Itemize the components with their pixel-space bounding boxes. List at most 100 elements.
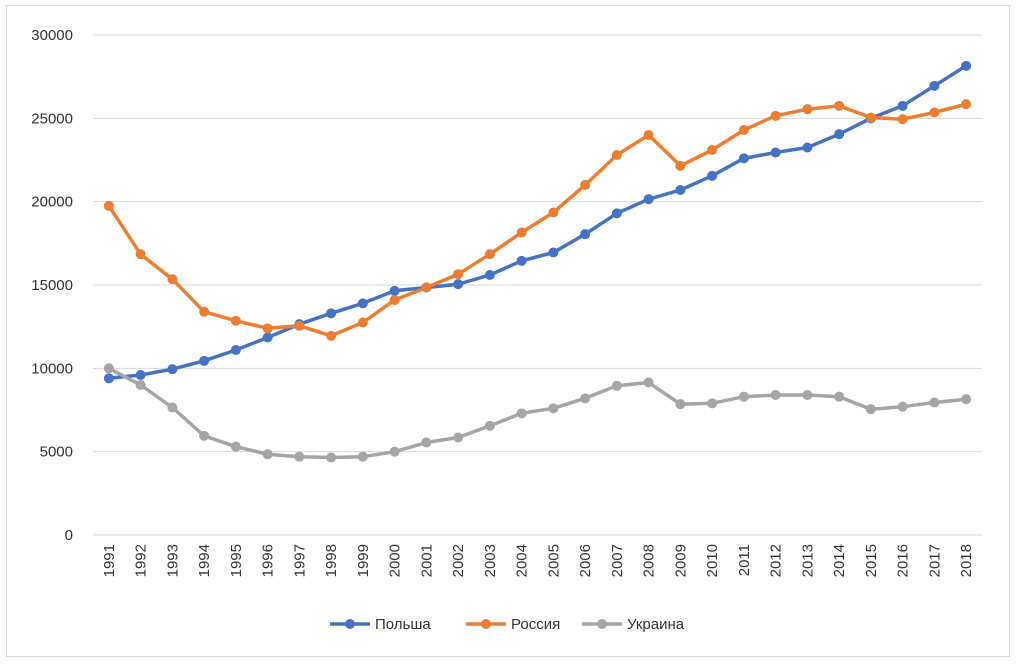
data-point <box>135 249 146 260</box>
data-point <box>865 404 876 415</box>
y-tick-label: 25000 <box>31 110 73 127</box>
data-point <box>262 332 273 343</box>
data-point <box>643 194 654 205</box>
data-point <box>389 446 400 457</box>
legend-swatch-marker <box>597 619 607 629</box>
data-point <box>230 345 241 355</box>
legend-label: Польша <box>375 616 431 633</box>
series-points <box>103 60 972 463</box>
data-point <box>199 306 210 317</box>
chart-frame <box>6 5 1010 657</box>
data-point <box>103 373 114 384</box>
y-tick-label: 10000 <box>31 360 73 377</box>
data-point <box>199 355 210 366</box>
legend-swatch-marker <box>345 619 355 629</box>
data-point <box>675 399 686 410</box>
data-point <box>834 129 845 140</box>
x-tick-label: 2007 <box>609 544 626 577</box>
x-tick-label: 2009 <box>672 544 689 577</box>
x-tick-label: 2012 <box>768 544 785 577</box>
data-point <box>167 364 178 375</box>
data-point <box>929 397 940 408</box>
x-tick-label: 1997 <box>291 544 308 577</box>
data-point <box>484 249 495 260</box>
data-point <box>135 380 146 390</box>
x-tick-label: 1999 <box>355 544 372 577</box>
x-tick-label: 2002 <box>450 544 467 577</box>
x-tick-label: 2008 <box>641 544 658 577</box>
data-point <box>611 208 622 219</box>
x-tick-label: 2010 <box>704 544 721 577</box>
data-point <box>484 420 495 431</box>
x-tick-label: 1996 <box>260 544 277 577</box>
data-point <box>516 255 527 266</box>
data-point <box>294 320 305 331</box>
x-tick-label: 1991 <box>101 544 118 577</box>
data-point <box>548 207 559 218</box>
x-axis-labels: 1991 1992 1993 1994 1995 1996 1997 1998 1999 2000… <box>101 544 975 577</box>
data-point <box>961 394 972 405</box>
data-point <box>643 130 654 140</box>
x-tick-label: 2017 <box>926 544 943 577</box>
data-point <box>230 441 241 452</box>
data-point <box>961 99 972 110</box>
data-point <box>580 229 591 240</box>
legend-swatch-marker <box>481 619 491 629</box>
y-tick-label: 20000 <box>31 194 73 211</box>
data-point <box>326 452 337 463</box>
data-point <box>294 451 305 462</box>
data-point <box>262 323 273 334</box>
y-axis-labels: 0 5000 10000 15000 20000 25000 30000 <box>31 27 73 544</box>
data-point <box>357 317 368 328</box>
series-line <box>107 102 968 338</box>
data-point <box>453 432 464 443</box>
data-point <box>770 110 781 121</box>
data-point <box>611 150 622 160</box>
x-tick-label: 2000 <box>387 544 404 577</box>
series-line <box>107 64 968 381</box>
data-point <box>611 380 622 391</box>
data-point <box>929 80 940 91</box>
y-tick-label: 5000 <box>40 444 73 461</box>
data-point <box>421 437 432 448</box>
data-point <box>643 377 654 388</box>
data-point <box>548 403 559 414</box>
series-lines <box>107 64 968 460</box>
data-point <box>548 247 559 258</box>
x-tick-label: 1993 <box>164 544 181 577</box>
data-point <box>770 390 781 400</box>
data-point <box>865 112 876 123</box>
data-point <box>326 308 337 319</box>
data-point <box>834 391 845 402</box>
x-tick-label: 2005 <box>545 544 562 577</box>
x-tick-label: 2003 <box>482 544 499 577</box>
data-point <box>389 285 400 296</box>
data-point <box>484 270 495 280</box>
data-point <box>357 451 368 462</box>
data-point <box>421 282 432 293</box>
data-point <box>167 402 178 413</box>
data-point <box>230 315 241 326</box>
data-point <box>580 180 591 190</box>
data-point <box>897 401 908 412</box>
y-tick-label: 30000 <box>31 27 73 44</box>
x-tick-label: 2015 <box>863 544 880 577</box>
y-tick-label: 15000 <box>31 277 73 294</box>
data-point <box>770 147 781 158</box>
data-point <box>675 185 686 195</box>
x-tick-label: 2018 <box>958 544 975 577</box>
data-point <box>453 269 464 280</box>
x-tick-label: 2014 <box>831 544 848 577</box>
legend: Польша Россия Украина <box>330 616 685 633</box>
x-tick-label: 2001 <box>418 544 435 577</box>
data-point <box>135 370 146 380</box>
data-point <box>103 363 114 374</box>
data-point <box>357 298 368 309</box>
data-point <box>199 430 210 441</box>
x-tick-label: 2013 <box>799 544 816 577</box>
data-point <box>738 391 749 402</box>
x-tick-label: 2016 <box>895 544 912 577</box>
x-tick-label: 1992 <box>133 544 150 577</box>
data-point <box>389 295 400 305</box>
